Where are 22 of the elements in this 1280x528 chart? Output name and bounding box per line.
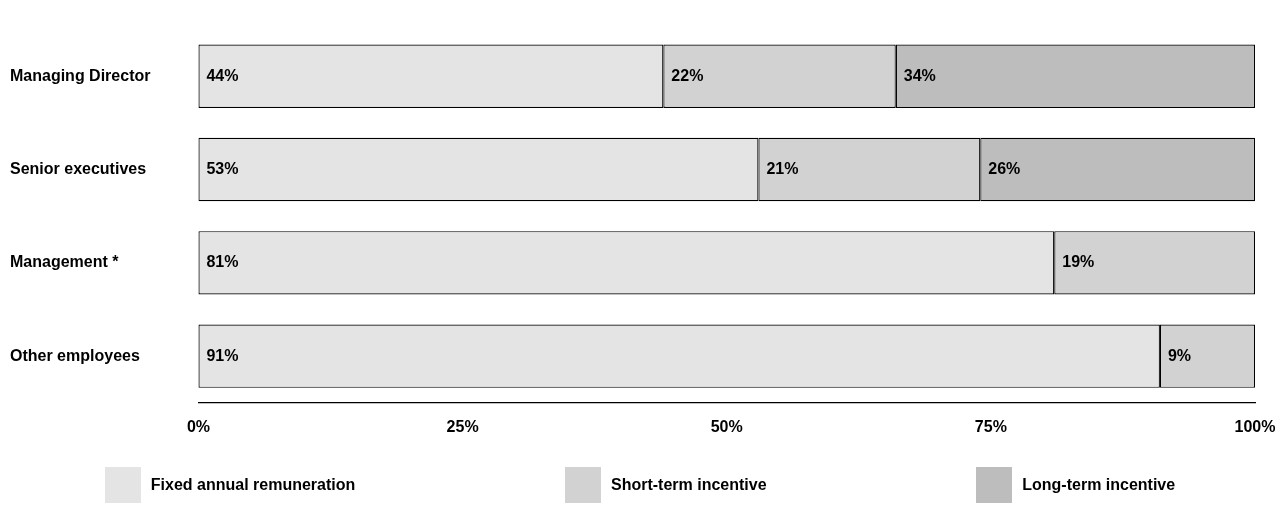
x-tick-label: 100%	[1234, 417, 1276, 435]
legend-label: Short-term incentive	[610, 476, 767, 494]
data-label: 22%	[671, 66, 704, 84]
x-tick-label: 75%	[974, 417, 1007, 435]
y-tick-label: Management *	[10, 253, 120, 271]
data-label: 81%	[206, 253, 239, 271]
y-tick-label: Managing Director	[10, 66, 151, 84]
y-tick-label: Other employees	[10, 346, 140, 364]
legend-label: Long-term incentive	[1022, 476, 1176, 494]
data-label: 44%	[206, 66, 239, 84]
data-label: 53%	[206, 159, 239, 177]
x-tick-label: 25%	[446, 417, 479, 435]
data-label: 19%	[1062, 253, 1095, 271]
x-tick-label: 0%	[186, 417, 211, 435]
data-label: 34%	[903, 66, 936, 84]
data-label: 21%	[766, 159, 799, 177]
data-label: 91%	[206, 346, 239, 364]
y-tick-label: Senior executives	[10, 159, 147, 177]
legend-label: Fixed annual remuneration	[150, 476, 356, 494]
x-tick-label: 50%	[710, 417, 743, 435]
data-label: 26%	[988, 159, 1021, 177]
data-label: 9%	[1167, 346, 1192, 364]
